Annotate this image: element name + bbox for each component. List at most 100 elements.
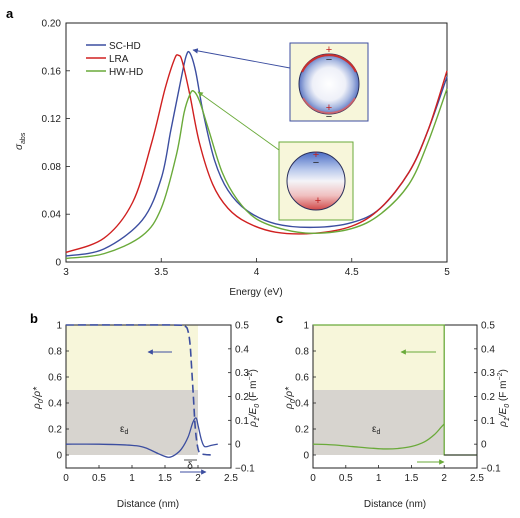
panel-c-ytick-right-label: −0.1: [481, 464, 501, 475]
panel-c-background: [313, 325, 445, 455]
legend-label-hw-hd: HW-HD: [109, 67, 143, 78]
panel-b-xtick-label: 2: [195, 473, 201, 484]
arrow-to-hw-hd-peak: [197, 91, 280, 151]
panel-c-ytick-right-label: 0.5: [481, 321, 495, 332]
inset-sc-hd-plus-bottom: +: [326, 102, 332, 114]
panel-b-xtick-label: 1: [129, 473, 135, 484]
panel-b-xlabel: Distance (nm): [117, 499, 179, 510]
panel-c-chart: 0 0.5 1 1.5 2 2.5 0 0.2 0.4 0.6 0.8 1 −0.1 0 0.1 0.2 0.3…: [284, 321, 511, 511]
panel-a-legend: SC-HD LRA HW-HD: [86, 41, 143, 78]
inset-hw-hd-plus-top: +: [313, 149, 319, 161]
series-line-hw-hd: [65, 88, 448, 260]
panel-a-xtick-label: 3.5: [154, 267, 168, 278]
arrow-to-sc-hd-peak: [192, 48, 291, 69]
panel-c-region-label: εd: [372, 424, 380, 436]
panel-b-ytick-right-label: 0.2: [235, 392, 249, 403]
panel-a-xtick-label: 5: [444, 267, 450, 278]
panel-c-ytick-left-label: 1: [303, 321, 309, 332]
panel-b-metal-region-upper: [66, 325, 198, 390]
panel-b-ytick-right-label: 0.3: [235, 368, 249, 379]
panel-a-ylabel: σabs: [14, 132, 27, 150]
panel-a-ytick-label: 0.16: [42, 66, 62, 77]
inset-sc-hd: + − + −: [289, 42, 369, 123]
panel-c-ytick-left-label: 0: [303, 451, 309, 462]
legend-label-lra: LRA: [109, 54, 129, 65]
panel-b-ylabel-left: ρ0/ρ*: [32, 386, 45, 410]
panel-b-ytick-right-label: 0.5: [235, 321, 249, 332]
panel-c-curves: [312, 324, 477, 456]
panel-a-ytick-label: 0.12: [42, 114, 62, 125]
panel-b-curves: [65, 324, 218, 458]
panel-b-ytick-right-label: 0.1: [235, 416, 249, 427]
panel-a-chart: 3 3.5 4 4.5 5 0 0.04 0.08 0.12 0.16 0.20 σabs Ener…: [14, 19, 450, 299]
panel-b-background: [66, 325, 198, 455]
panel-c-xtick-label: 2.5: [470, 473, 484, 484]
panel-c-series-rho1: [312, 423, 445, 450]
inset-hw-hd-sphere: [286, 151, 346, 211]
panel-c-xlabel: Distance (nm): [364, 499, 426, 510]
panel-c-ytick-right-label: 0.2: [481, 392, 495, 403]
panel-b-series-rho1: [65, 417, 218, 458]
panel-a-ticks: 3 3.5 4 4.5 5 0 0.04 0.08 0.12 0.16 0.20: [42, 19, 451, 279]
panel-b-delta-label: δ: [187, 461, 193, 472]
panel-c-ylabel-left: ρ0/ρ*: [284, 386, 297, 410]
panel-c-ylabel-right: ρ1/E0 (F m−2): [497, 369, 511, 428]
panel-b-chart: 0 0.5 1 1.5 2 2.5 0 0.2 0.4 0.6 0.8 1 −0.1 0 0.1 0.2 0.3…: [32, 321, 261, 511]
panel-c-xtick-label: 2: [441, 473, 447, 484]
panel-b-region-label: εd: [120, 424, 128, 436]
panel-b-ytick-right-label: −0.1: [235, 464, 255, 475]
panel-label-b: b: [30, 311, 38, 326]
panel-c-ytick-left-label: 0.2: [295, 425, 309, 436]
panel-c-dielectric-region: [313, 390, 445, 455]
panel-c-ytick-left-label: 0.8: [295, 347, 309, 358]
inset-sc-hd-minus-bottom: −: [326, 111, 332, 123]
panel-b-xtick-label: 1.5: [158, 473, 172, 484]
inset-hw-hd-plus-bottom: +: [315, 195, 321, 207]
panel-a-xtick-label: 3: [63, 267, 69, 278]
panel-a-ytick-label: 0.08: [42, 162, 62, 173]
panel-b-xtick-label: 0: [63, 473, 69, 484]
panel-b-ytick-right-label: 0: [235, 440, 241, 451]
panel-b-ticks: 0 0.5 1 1.5 2 2.5 0 0.2 0.4 0.6 0.8 1 −0.1 0 0.1 0.2 0.3…: [48, 321, 255, 485]
panel-c-ytick-right-label: 0.3: [481, 368, 495, 379]
panel-a-ytick-label: 0.20: [42, 19, 62, 30]
panel-b-ytick-right-label: 0.4: [235, 344, 249, 355]
panel-c-ytick-right-label: 0.1: [481, 416, 495, 427]
panel-c-ytick-left-label: 0.4: [295, 399, 309, 410]
panel-a-xlabel: Energy (eV): [229, 287, 282, 298]
panel-c-xtick-label: 1: [376, 473, 382, 484]
panel-a-curves: [65, 50, 448, 260]
panel-c-xtick-label: 1.5: [404, 473, 418, 484]
panel-c-metal-region-upper: [313, 325, 445, 390]
panel-a-xtick-label: 4: [254, 267, 260, 278]
panel-a-frame: [65, 22, 448, 263]
panel-c-xtick-label: 0.5: [339, 473, 353, 484]
inset-hw-hd-minus-top: −: [313, 157, 319, 169]
panel-b-series-rho0: [65, 324, 212, 456]
panel-label-a: a: [6, 6, 14, 21]
panel-c-ytick-right-label: 0.4: [481, 344, 495, 355]
panel-b-ytick-left-label: 0.2: [48, 425, 62, 436]
panel-b-ytick-left-label: 0.6: [48, 373, 62, 384]
panel-label-c: c: [276, 311, 283, 326]
panel-b-ytick-left-label: 0.4: [48, 399, 62, 410]
inset-sc-hd-minus-top: −: [326, 54, 332, 66]
legend-label-sc-hd: SC-HD: [109, 41, 141, 52]
series-line-lra: [65, 54, 448, 254]
panel-b-ytick-left-label: 0.8: [48, 347, 62, 358]
inset-hw-hd: + − +: [278, 141, 354, 221]
panel-b-ytick-left-label: 0: [56, 451, 62, 462]
panel-b-ylabel-right: ρ1/E0 (F m−2): [247, 369, 261, 428]
panel-c-xtick-label: 0: [310, 473, 316, 484]
panel-c-ytick-right-label: 0: [481, 440, 487, 451]
panel-a-ytick-label: 0.04: [42, 210, 62, 221]
inset-sc-hd-top-rim: [301, 54, 357, 73]
panel-b-ytick-left-label: 1: [56, 321, 62, 332]
inset-sc-hd-bottom-rim: [302, 97, 356, 115]
panel-a-ytick-label: 0: [55, 258, 61, 269]
inset-sc-hd-plus-top: +: [326, 44, 332, 56]
panel-a-xtick-label: 4.5: [345, 267, 359, 278]
panel-c-ytick-left-label: 0.6: [295, 373, 309, 384]
panel-c-ticks: 0 0.5 1 1.5 2 2.5 0 0.2 0.4 0.6 0.8 1 −0.1 0 0.1 0.2 0.3…: [295, 321, 501, 485]
